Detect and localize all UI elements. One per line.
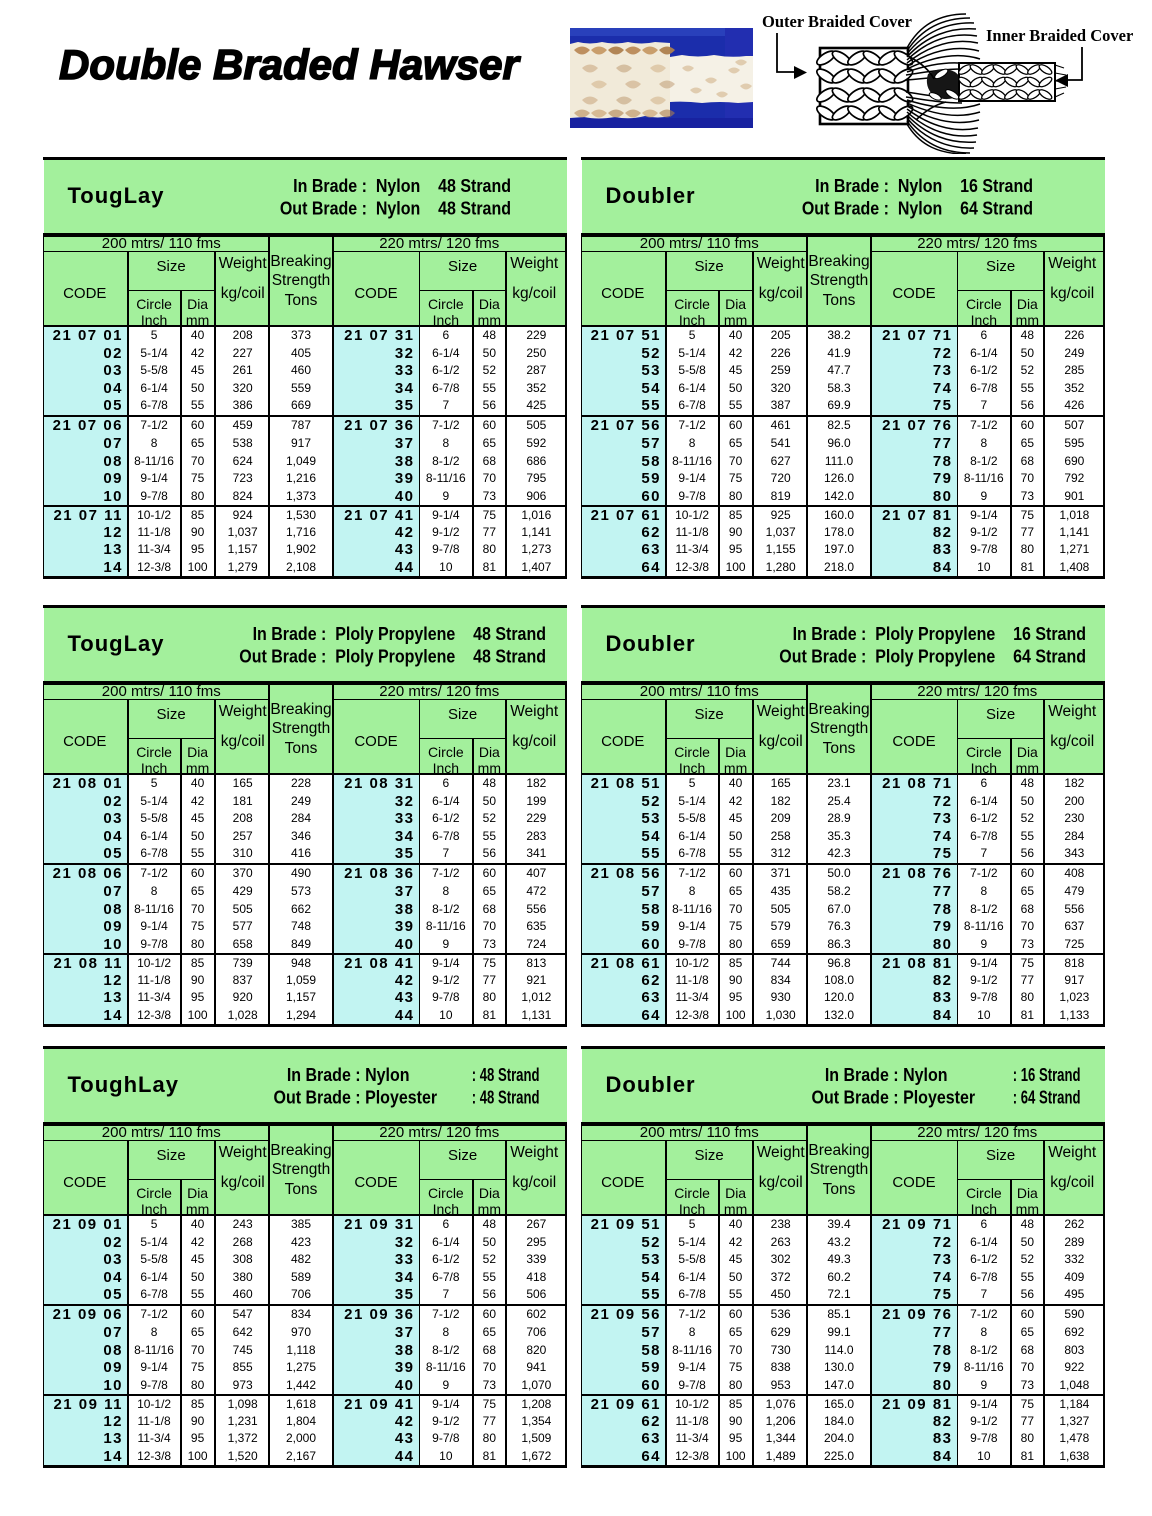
svg-text:Outer Braided Cover: Outer Braided Cover: [762, 12, 912, 31]
svg-text:Inner Braided Cover: Inner Braided Cover: [986, 26, 1133, 45]
